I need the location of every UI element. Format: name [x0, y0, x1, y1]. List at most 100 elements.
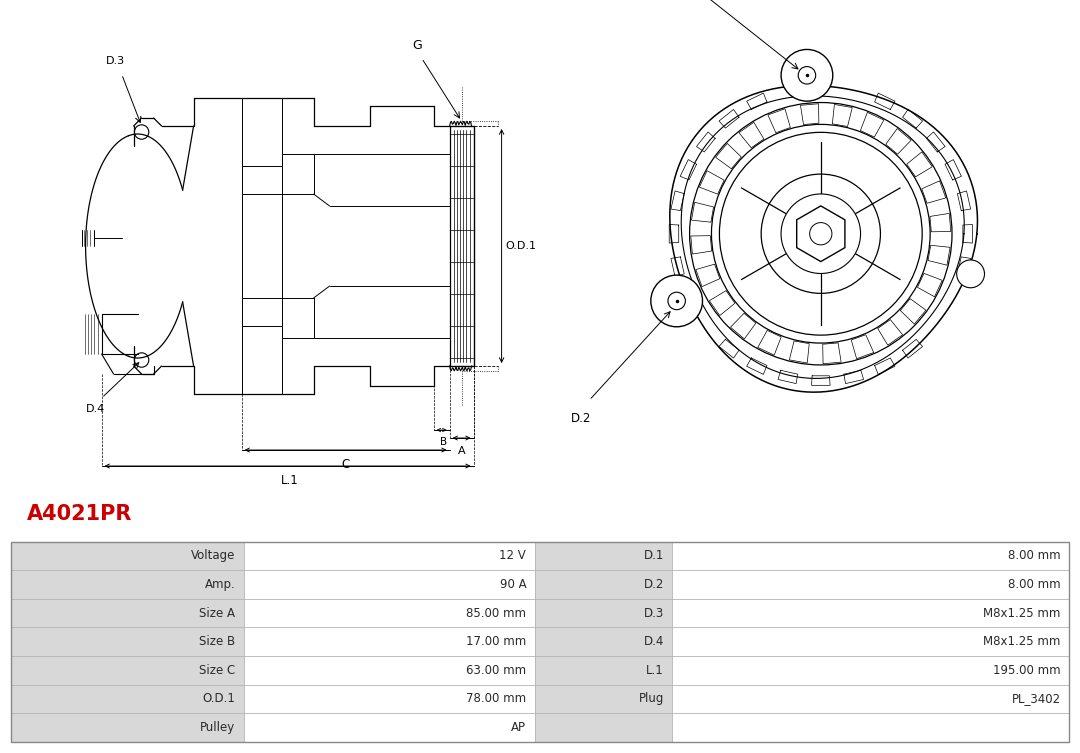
Text: A4021PR: A4021PR — [27, 505, 132, 524]
Text: Pulley: Pulley — [200, 721, 235, 734]
Polygon shape — [700, 171, 724, 194]
Bar — [244, 541, 535, 570]
Polygon shape — [730, 313, 756, 339]
Text: D.2: D.2 — [644, 578, 664, 591]
Circle shape — [690, 102, 951, 365]
Text: D.3: D.3 — [106, 56, 125, 66]
Circle shape — [781, 194, 861, 273]
Text: O.D.1: O.D.1 — [202, 692, 235, 706]
Text: Size B: Size B — [199, 636, 235, 648]
Text: B: B — [440, 437, 447, 447]
Text: 17.00 mm: 17.00 mm — [465, 636, 526, 648]
Text: 78.00 mm: 78.00 mm — [467, 692, 526, 706]
Bar — [11, 684, 244, 713]
Text: 12 V: 12 V — [499, 550, 526, 562]
Bar — [672, 541, 1069, 570]
Text: G: G — [413, 39, 422, 52]
Text: 8.00 mm: 8.00 mm — [1008, 578, 1061, 591]
Polygon shape — [861, 112, 883, 137]
Polygon shape — [901, 299, 926, 324]
Text: D.3: D.3 — [644, 607, 664, 620]
Bar — [244, 627, 535, 656]
Polygon shape — [768, 108, 791, 133]
Text: 85.00 mm: 85.00 mm — [467, 607, 526, 620]
Text: D.4: D.4 — [86, 404, 105, 414]
Polygon shape — [739, 122, 764, 148]
Bar — [672, 627, 1069, 656]
Polygon shape — [710, 291, 734, 316]
Polygon shape — [691, 203, 714, 222]
Polygon shape — [907, 152, 932, 177]
Polygon shape — [930, 213, 950, 232]
Bar — [11, 570, 244, 599]
Text: A: A — [458, 446, 465, 456]
Polygon shape — [716, 143, 741, 169]
Polygon shape — [851, 334, 874, 358]
Bar — [672, 684, 1069, 713]
Text: D.4: D.4 — [644, 636, 664, 648]
Bar — [244, 599, 535, 627]
Bar — [672, 713, 1069, 742]
Bar — [535, 599, 672, 627]
Text: C: C — [341, 458, 350, 471]
Text: 195.00 mm: 195.00 mm — [994, 664, 1061, 677]
Bar — [672, 656, 1069, 684]
Text: PL_3402: PL_3402 — [1012, 692, 1061, 706]
Polygon shape — [823, 343, 841, 364]
Text: L.1: L.1 — [646, 664, 664, 677]
Text: Amp.: Amp. — [204, 578, 235, 591]
Bar — [11, 541, 1069, 742]
Text: Plug: Plug — [638, 692, 664, 706]
Text: O.D.1: O.D.1 — [505, 241, 537, 251]
Polygon shape — [886, 129, 912, 154]
Bar — [11, 541, 244, 570]
Polygon shape — [797, 206, 845, 261]
Polygon shape — [918, 273, 942, 297]
Bar — [244, 656, 535, 684]
Polygon shape — [833, 105, 852, 127]
Bar — [535, 541, 672, 570]
Bar — [535, 713, 672, 742]
Polygon shape — [696, 264, 720, 287]
Polygon shape — [921, 181, 946, 203]
Bar — [672, 570, 1069, 599]
Bar — [244, 570, 535, 599]
Text: Size A: Size A — [199, 607, 235, 620]
Text: L.1: L.1 — [281, 474, 298, 487]
Circle shape — [798, 66, 815, 84]
Text: Size C: Size C — [199, 664, 235, 677]
Text: 8.00 mm: 8.00 mm — [1008, 550, 1061, 562]
Bar — [11, 599, 244, 627]
Bar — [535, 570, 672, 599]
Circle shape — [667, 292, 686, 309]
Circle shape — [719, 133, 922, 335]
Bar — [11, 713, 244, 742]
Circle shape — [761, 174, 880, 294]
Circle shape — [712, 124, 930, 343]
Bar — [535, 656, 672, 684]
Text: AP: AP — [511, 721, 526, 734]
Text: 90 A: 90 A — [500, 578, 526, 591]
Bar — [535, 627, 672, 656]
Polygon shape — [878, 319, 903, 345]
Circle shape — [810, 223, 832, 245]
Bar — [11, 627, 244, 656]
Text: Voltage: Voltage — [191, 550, 235, 562]
Polygon shape — [928, 245, 950, 265]
Polygon shape — [789, 341, 809, 363]
Text: M8x1.25 mm: M8x1.25 mm — [984, 607, 1061, 620]
Polygon shape — [800, 104, 819, 124]
Bar — [244, 684, 535, 713]
Bar — [244, 713, 535, 742]
Polygon shape — [758, 331, 781, 355]
Circle shape — [651, 275, 702, 327]
Bar — [672, 599, 1069, 627]
Text: M8x1.25 mm: M8x1.25 mm — [984, 636, 1061, 648]
Bar — [535, 684, 672, 713]
Text: 63.00 mm: 63.00 mm — [467, 664, 526, 677]
Circle shape — [781, 50, 833, 101]
Text: D.2: D.2 — [571, 412, 592, 425]
Bar — [11, 656, 244, 684]
Circle shape — [957, 260, 985, 288]
Polygon shape — [691, 236, 712, 254]
